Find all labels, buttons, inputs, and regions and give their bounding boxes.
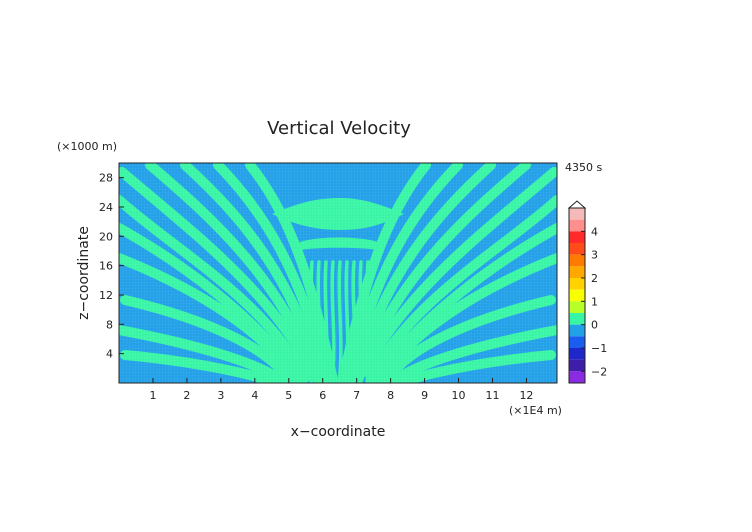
colorbar-swatch <box>569 208 585 220</box>
colorbar-swatch <box>569 289 585 302</box>
colorbar-swatch <box>569 371 585 383</box>
x-axis-ticks: 1 2 3 4 5 6 7 8 9 10 11 12 <box>149 378 533 402</box>
colorbar-swatch <box>569 266 585 278</box>
y-tick-label: 24 <box>99 201 113 214</box>
y-tick-label: 16 <box>99 260 113 273</box>
colorbar-swatch <box>569 278 585 290</box>
x-tick-label: 7 <box>353 389 360 402</box>
colorbar-tick-label: 4 <box>591 225 598 238</box>
colorbar-swatch <box>569 336 585 348</box>
colorbar-swatch <box>569 348 585 360</box>
colorbar-tick-label: 1 <box>591 295 598 308</box>
x-tick-label: 12 <box>519 389 533 402</box>
time-label: 4350 s <box>565 161 602 174</box>
y-unit-label: (×1000 m) <box>57 140 117 153</box>
y-tick-label: 12 <box>99 289 113 302</box>
chart-title: Vertical Velocity <box>267 118 411 139</box>
x-tick-label: 10 <box>452 389 466 402</box>
x-tick-label: 1 <box>149 389 156 402</box>
colorbar-tick-label: 0 <box>591 319 598 332</box>
x-tick-label: 5 <box>285 389 292 402</box>
x-tick-label: 8 <box>387 389 394 402</box>
colorbar-swatch <box>569 313 585 325</box>
x-axis-label: x−coordinate <box>291 424 386 440</box>
x-tick-label: 3 <box>217 389 224 402</box>
colorbar-swatch <box>569 243 585 255</box>
y-tick-label: 28 <box>99 172 113 185</box>
colorbar: 4 3 2 1 0 −1 −2 <box>567 200 607 384</box>
x-tick-label: 9 <box>421 389 428 402</box>
colorbar-swatch <box>569 254 585 267</box>
x-tick-label: 2 <box>183 389 190 402</box>
colorbar-swatch <box>569 219 585 232</box>
colorbar-frame <box>568 207 586 384</box>
y-tick-label: 20 <box>99 230 113 243</box>
colorbar-swatch <box>569 231 585 243</box>
y-tick-label: 4 <box>106 348 113 361</box>
x-tick-label: 4 <box>251 389 258 402</box>
x-unit-label: (×1E4 m) <box>509 404 562 417</box>
colorbar-tick-label: −2 <box>591 365 607 378</box>
x-tick-label: 11 <box>485 389 499 402</box>
y-axis-label: z−coordinate <box>76 226 92 320</box>
colorbar-swatch <box>569 324 585 337</box>
x-tick-label: 6 <box>319 389 326 402</box>
colorbar-swatch <box>569 359 585 372</box>
colorbar-tick-label: −1 <box>591 342 607 355</box>
colorbar-swatch <box>569 301 585 313</box>
plot-frame <box>118 162 558 384</box>
colorbar-tick-label: 2 <box>591 272 598 285</box>
grid-overlay <box>119 163 557 383</box>
colorbar-extend-triangle <box>567 200 587 209</box>
y-axis-ticks: 4 8 12 16 20 24 28 <box>99 172 124 361</box>
colorbar-tick-label: 3 <box>591 249 598 262</box>
y-tick-label: 8 <box>106 318 113 331</box>
